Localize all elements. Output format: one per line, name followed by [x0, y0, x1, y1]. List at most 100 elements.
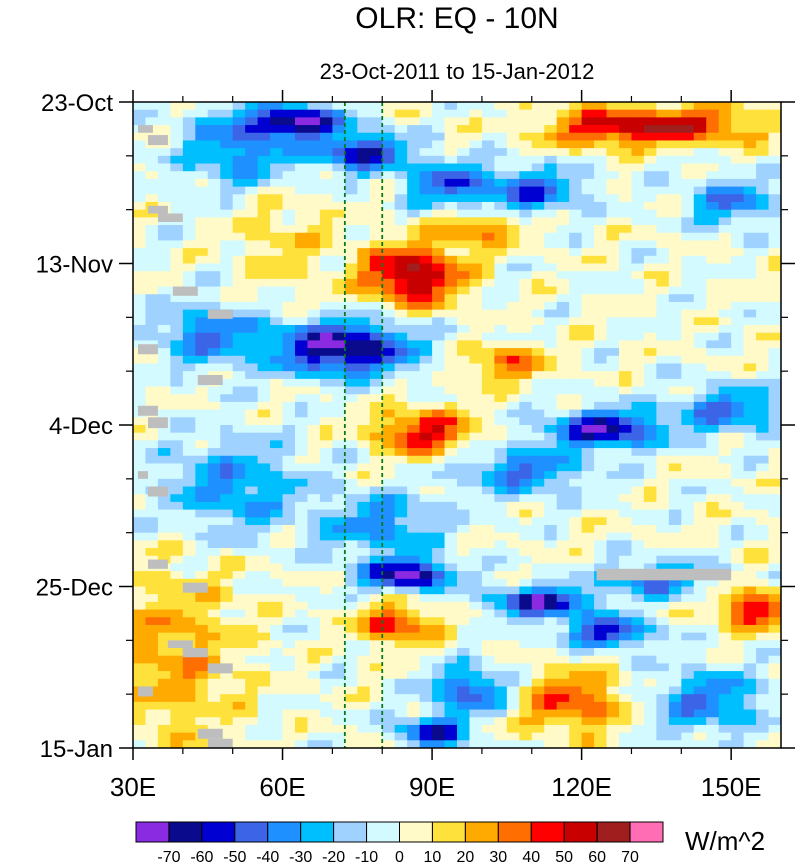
heatmap-cell [531, 240, 545, 249]
heatmap-cell [469, 409, 483, 418]
heatmap-cell [631, 624, 645, 634]
heatmap-cell [756, 363, 770, 372]
heatmap-cell [220, 617, 234, 626]
heatmap-cell [656, 640, 670, 649]
heatmap-cell [232, 455, 246, 465]
heatmap-cell [207, 494, 221, 503]
heatmap-cell [382, 271, 396, 280]
heatmap-cell [743, 671, 757, 680]
heatmap-cell [332, 117, 346, 126]
heatmap-cell [245, 740, 259, 748]
heatmap-cell [556, 732, 570, 741]
heatmap-cell [407, 609, 421, 618]
heatmap-cell [569, 225, 583, 234]
heatmap-cell [519, 555, 533, 565]
heatmap-cell [207, 571, 221, 580]
heatmap-cell [332, 340, 346, 349]
heatmap-cell [270, 394, 284, 403]
heatmap-cell [282, 132, 296, 142]
heatmap-cell [743, 601, 757, 611]
heatmap-cell [743, 455, 757, 465]
heatmap-cell [394, 555, 408, 565]
heatmap-cell [556, 709, 570, 718]
heatmap-cell [195, 217, 209, 226]
heatmap-cell [245, 701, 259, 711]
heatmap-cell [245, 724, 259, 734]
heatmap-cell [457, 271, 471, 280]
heatmap-cell [207, 294, 221, 303]
heatmap-cell [432, 724, 446, 734]
heatmap-cell [407, 109, 421, 118]
heatmap-cell [319, 348, 333, 357]
heatmap-cell [133, 132, 147, 142]
heatmap-cell [419, 563, 433, 572]
heatmap-cell [594, 586, 608, 595]
heatmap-cell [282, 340, 296, 349]
heatmap-cell [407, 278, 421, 288]
heatmap-cell [681, 586, 695, 595]
heatmap-cell [581, 325, 595, 334]
heatmap-cell [145, 740, 159, 748]
heatmap-cell [506, 225, 520, 234]
heatmap-cell [481, 601, 495, 611]
heatmap-cell [270, 555, 284, 565]
heatmap-cell [594, 448, 608, 457]
heatmap-cell [157, 578, 171, 588]
heatmap-cell [133, 186, 147, 195]
heatmap-cell [544, 371, 558, 380]
heatmap-cell [569, 563, 583, 572]
heatmap-cell [531, 640, 545, 649]
heatmap-cell [195, 225, 209, 234]
heatmap-cell [133, 709, 147, 718]
heatmap-cell [332, 225, 346, 234]
heatmap-cell [481, 517, 495, 526]
heatmap-cell [681, 225, 695, 234]
heatmap-cell [444, 109, 458, 118]
heatmap-cell [743, 340, 757, 349]
heatmap-cell [257, 548, 271, 557]
heatmap-cell [369, 578, 383, 588]
heatmap-cell [257, 417, 271, 426]
heatmap-cell [133, 724, 147, 734]
heatmap-cell [319, 178, 333, 188]
heatmap-cell [245, 586, 259, 595]
heatmap-cell [270, 740, 284, 748]
heatmap-cell [207, 486, 221, 495]
heatmap-cell [220, 517, 234, 526]
heatmap-cell [681, 401, 695, 411]
heatmap-cell [643, 248, 657, 257]
heatmap-cell [544, 194, 558, 203]
heatmap-cell [619, 171, 633, 180]
heatmap-cell [681, 471, 695, 480]
heatmap-cell [182, 509, 196, 518]
heatmap-cell [394, 194, 408, 203]
heatmap-cell [756, 232, 770, 242]
heatmap-cell [556, 409, 570, 418]
heatmap-cell [457, 540, 471, 549]
heatmap-cell [232, 609, 246, 618]
heatmap-cell [706, 348, 720, 357]
heatmap-cell [668, 617, 682, 626]
heatmap-cell [494, 594, 508, 603]
heatmap-cell [257, 448, 271, 457]
heatmap-cell [544, 178, 558, 188]
heatmap-cell [681, 325, 695, 334]
heatmap-cell [544, 594, 558, 603]
heatmap-cell [681, 717, 695, 726]
heatmap-cell [569, 624, 583, 634]
heatmap-cell [668, 425, 682, 434]
heatmap-cell [506, 286, 520, 295]
heatmap-cell [668, 655, 682, 664]
heatmap-cell [531, 340, 545, 349]
heatmap-cell [432, 217, 446, 226]
heatmap-cell [506, 117, 520, 126]
heatmap-cell [743, 463, 757, 472]
heatmap-cell [631, 309, 645, 318]
heatmap-cell [481, 332, 495, 341]
heatmap-cell [394, 363, 408, 372]
heatmap-cell [407, 478, 421, 488]
heatmap-cell [606, 248, 620, 257]
heatmap-cell [182, 709, 196, 718]
heatmap-cell [581, 701, 595, 711]
heatmap-cell [432, 240, 446, 249]
